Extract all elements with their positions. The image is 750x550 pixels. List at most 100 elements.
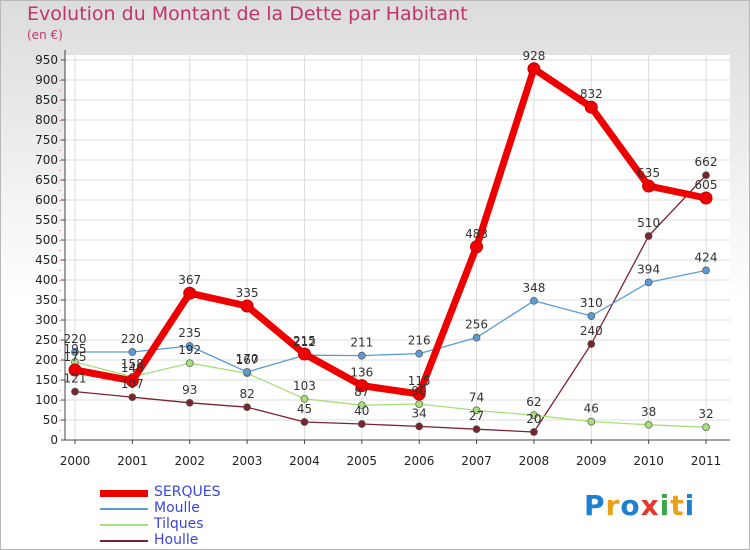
- data-label-serques: 136: [350, 366, 373, 380]
- data-point-houlle: [71, 387, 79, 396]
- x-tick-label: 2004: [289, 454, 320, 468]
- data-point-houlle: [644, 232, 653, 240]
- data-label-tilques: 62: [526, 395, 541, 409]
- data-label-houlle: 662: [695, 155, 718, 169]
- data-label-tilques: 195: [64, 342, 87, 356]
- data-label-houlle: 107: [121, 377, 144, 391]
- chart-title: Evolution du Montant de la Dette par Hab…: [27, 3, 468, 25]
- legend-label: Tilques: [154, 516, 204, 532]
- data-label-houlle: 45: [297, 402, 312, 416]
- data-point-serques: [68, 363, 82, 377]
- data-point-serques: [699, 191, 713, 205]
- data-point-moulle: [128, 348, 137, 356]
- data-label-serques: 635: [637, 166, 660, 180]
- data-point-houlle: [300, 418, 309, 426]
- x-tick-label: 2002: [174, 454, 205, 468]
- data-point-serques: [470, 240, 484, 254]
- data-point-tilques: [530, 411, 538, 420]
- proxiti-logo: Proxiti: [584, 489, 695, 522]
- legend-label: Moulle: [154, 500, 200, 516]
- data-label-moulle: 310: [580, 296, 603, 310]
- x-tick-label: 2009: [576, 454, 607, 468]
- x-tick-label: 2010: [633, 454, 664, 468]
- axes: [59, 50, 730, 444]
- data-label-tilques: 46: [584, 402, 599, 416]
- x-tick-label: 2011: [691, 454, 722, 468]
- data-label-tilques: 192: [178, 343, 201, 357]
- series-lines: [68, 62, 713, 436]
- grid: [65, 55, 730, 441]
- series-line-houlle: [74, 174, 707, 433]
- data-label-moulle: 211: [350, 336, 373, 350]
- data-label-serques: 483: [465, 227, 488, 241]
- data-labels: 175 148 367 335 215 136 115 483 928 832 635 605 220 2…: [64, 49, 718, 426]
- data-label-serques: 148: [121, 361, 144, 375]
- data-label-moulle: 216: [408, 334, 431, 348]
- y-tick-label: 300: [35, 313, 58, 327]
- data-label-moulle: 220: [64, 332, 87, 346]
- logo-letter: x: [640, 489, 660, 522]
- x-tick-label: 2000: [60, 454, 91, 468]
- data-point-houlle: [587, 340, 596, 348]
- data-label-moulle: 256: [465, 318, 488, 332]
- data-label-serques: 115: [408, 374, 431, 388]
- data-point-houlle: [357, 420, 366, 428]
- data-label-tilques: 90: [412, 384, 427, 398]
- data-point-houlle: [530, 428, 538, 436]
- data-point-serques: [642, 179, 656, 193]
- data-label-tilques: 74: [469, 390, 484, 404]
- data-label-houlle: 40: [354, 404, 369, 418]
- y-tick-label: 200: [35, 353, 58, 367]
- data-label-serques: 215: [293, 334, 316, 348]
- data-point-moulle: [71, 348, 79, 356]
- data-label-moulle: 235: [178, 326, 201, 340]
- data-label-serques: 605: [695, 178, 718, 192]
- data-point-serques: [240, 299, 254, 313]
- y-tick-label: 350: [35, 293, 58, 307]
- data-point-tilques: [300, 394, 309, 403]
- data-point-houlle: [415, 422, 424, 431]
- y-tick-label: 850: [35, 93, 58, 107]
- logo-letter: i: [684, 489, 696, 522]
- data-point-moulle: [702, 266, 710, 275]
- data-point-tilques: [472, 406, 481, 415]
- x-tick-label: 2008: [519, 454, 550, 468]
- data-label-houlle: 27: [469, 409, 484, 423]
- y-tick-label: 650: [35, 173, 58, 187]
- data-label-houlle: 510: [637, 216, 660, 230]
- y-tick-label: 400: [35, 273, 58, 287]
- x-tick-label: 2005: [347, 454, 378, 468]
- series-line-tilques: [74, 361, 707, 428]
- data-label-moulle: 348: [522, 281, 545, 295]
- data-label-tilques: 167: [236, 353, 259, 367]
- data-point-houlle: [185, 398, 194, 407]
- data-point-houlle: [702, 171, 710, 180]
- data-label-tilques: 38: [641, 405, 656, 419]
- data-point-tilques: [185, 359, 194, 368]
- y-tick-label: 800: [35, 113, 58, 127]
- data-label-serques: 832: [580, 87, 603, 101]
- legend-swatch: [100, 540, 148, 542]
- logo-letter: r: [605, 489, 621, 522]
- data-label-moulle: 424: [695, 250, 718, 264]
- y-tick-label: 100: [35, 393, 58, 407]
- data-point-tilques: [702, 423, 710, 432]
- x-axis-ticks: 2000 2001 2002 2003 2004 2005 2006 2007 2008 2009…: [60, 454, 722, 468]
- y-tick-label: 550: [35, 213, 58, 227]
- series-line-serques: [71, 65, 710, 398]
- data-label-houlle: 93: [182, 383, 197, 397]
- legend-swatch: [100, 508, 148, 510]
- y-tick-label: 450: [35, 253, 58, 267]
- data-label-houlle: 20: [526, 412, 541, 426]
- x-tick-label: 2001: [117, 454, 148, 468]
- plot-area: [65, 55, 730, 440]
- x-tick-label: 2006: [404, 454, 435, 468]
- data-label-tilques: 158: [121, 357, 144, 371]
- logo-letter: i: [659, 489, 671, 522]
- y-tick-label: 50: [43, 413, 58, 427]
- logo-letter: o: [620, 489, 641, 522]
- y-tick-label: 0: [50, 433, 58, 447]
- data-point-moulle: [185, 342, 194, 350]
- x-tick-label: 2003: [232, 454, 263, 468]
- data-label-serques: 335: [236, 286, 259, 300]
